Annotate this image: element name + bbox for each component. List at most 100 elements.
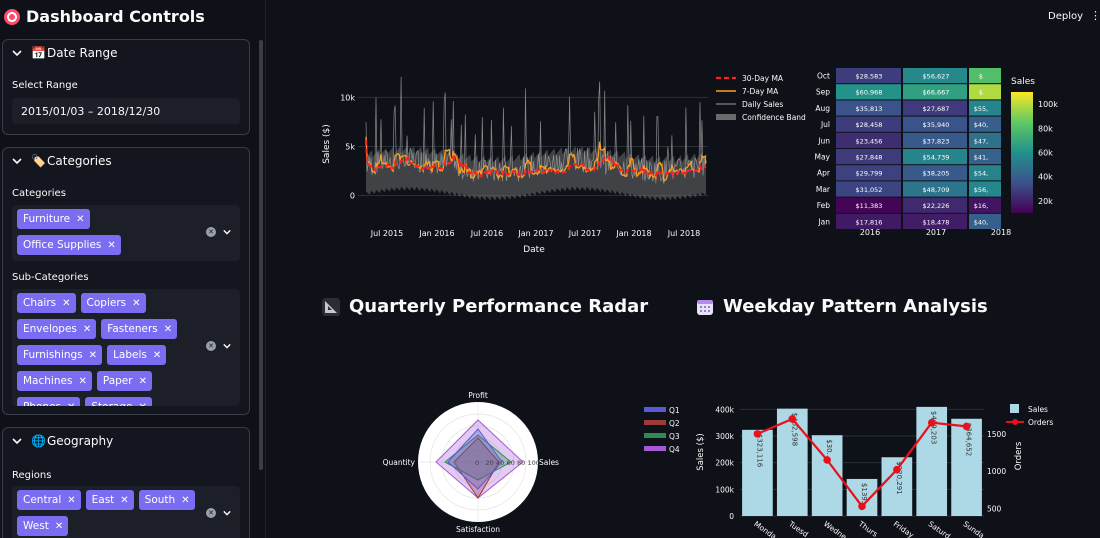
sales-bar bbox=[742, 429, 773, 516]
remove-chip-icon[interactable]: ✕ bbox=[88, 349, 98, 361]
heatmap-cell bbox=[969, 116, 1001, 132]
y-tick-label: 400k bbox=[715, 405, 734, 414]
main-menu-icon[interactable]: ⋮ bbox=[1090, 9, 1100, 22]
date-range-input[interactable]: 2015/01/03 – 2018/12/30 bbox=[12, 98, 240, 124]
heatmap-cell bbox=[836, 149, 901, 165]
heatmap-value-label: $31,052 bbox=[856, 186, 883, 194]
chip-labels[interactable]: Labels ✕ bbox=[107, 345, 167, 365]
clear-icon[interactable]: ✕ bbox=[206, 508, 216, 518]
chip-label: Furnishings bbox=[23, 349, 83, 361]
chip-copiers[interactable]: Copiers ✕ bbox=[80, 293, 146, 313]
y-tick-label: 0 bbox=[729, 512, 734, 521]
chip-central[interactable]: Central ✕ bbox=[17, 490, 81, 510]
heatmap-year-label: 2017 bbox=[926, 228, 946, 237]
heatmap-cell bbox=[836, 165, 901, 181]
legend-label: Daily Sales bbox=[742, 100, 783, 109]
categories-header[interactable]: 🏷️ Categories bbox=[3, 148, 249, 176]
heatmap-cell bbox=[969, 181, 1001, 197]
chip-label: Fasteners bbox=[107, 323, 158, 335]
radar-legend-swatch bbox=[644, 446, 666, 451]
deploy-button[interactable]: Deploy bbox=[1048, 11, 1084, 22]
chevron-down-icon bbox=[12, 158, 22, 165]
remove-chip-icon[interactable]: ✕ bbox=[132, 297, 141, 309]
heatmap-cell bbox=[903, 165, 967, 181]
target-icon bbox=[4, 9, 20, 25]
remove-chip-icon[interactable]: ✕ bbox=[163, 323, 173, 335]
chip-chairs[interactable]: Chairs ✕ bbox=[17, 293, 76, 313]
subcategories-multiselect[interactable]: Chairs ✕ Copiers ✕ Envelopes ✕ Fasteners ✕ Furni… bbox=[12, 289, 240, 406]
remove-chip-icon[interactable]: ✕ bbox=[152, 349, 162, 361]
remove-chip-icon[interactable]: ✕ bbox=[138, 375, 147, 387]
remove-chip-icon[interactable]: ✕ bbox=[78, 375, 87, 387]
chip-label: Storage bbox=[91, 401, 132, 406]
chip-storage[interactable]: Storage ✕ bbox=[85, 397, 152, 407]
clear-icon[interactable]: ✕ bbox=[206, 341, 216, 351]
remove-chip-icon[interactable]: ✕ bbox=[76, 213, 85, 225]
remove-chip-icon[interactable]: ✕ bbox=[62, 297, 71, 309]
categories-multiselect[interactable]: Furniture✕Office Supplies✕Technology✕ ✕ bbox=[12, 205, 240, 261]
x-axis-label: Date bbox=[523, 245, 545, 255]
heatmap-value-label: $56,627 bbox=[923, 73, 950, 81]
heatmap-cell bbox=[903, 84, 967, 100]
app-title: Dashboard Controls bbox=[26, 7, 205, 26]
geography-title: Geography bbox=[47, 434, 114, 448]
geography-header[interactable]: 🌐 Geography bbox=[3, 428, 249, 456]
sidebar-scrollbar[interactable] bbox=[259, 40, 263, 470]
radar-legend-label: Q2 bbox=[669, 419, 680, 428]
chip-phones[interactable]: Phones ✕ bbox=[17, 397, 81, 407]
heatmap-cell bbox=[903, 197, 967, 213]
chip-west[interactable]: West ✕ bbox=[17, 516, 69, 536]
categories-chips: Furniture✕Office Supplies✕Technology✕ bbox=[17, 209, 197, 261]
clear-icon[interactable]: ✕ bbox=[206, 227, 216, 237]
orders-point bbox=[893, 465, 901, 474]
heatmap-month-label: May bbox=[814, 153, 830, 162]
heatmap-value-label: $47, bbox=[974, 137, 988, 145]
chevron-down-icon[interactable] bbox=[223, 228, 231, 236]
heatmap-cell bbox=[969, 132, 1001, 148]
chip-office-supplies[interactable]: Office Supplies ✕ bbox=[17, 235, 121, 255]
heatmap-cell bbox=[836, 84, 901, 100]
remove-chip-icon[interactable]: ✕ bbox=[67, 494, 76, 506]
chip-paper[interactable]: Paper ✕ bbox=[96, 371, 152, 391]
regions-chips: Central ✕ East ✕ South ✕ West ✕ bbox=[17, 490, 197, 536]
quarterly-radar-chart: 0 20 40 60 80 100 Profit Sales Satisfaction Quant… bbox=[383, 391, 559, 534]
radar-axis-label: Quantity bbox=[383, 458, 416, 467]
heatmap-cell bbox=[969, 197, 1001, 213]
date-range-value: 2015/01/03 – 2018/12/30 bbox=[21, 105, 161, 118]
chip-furniture[interactable]: Furniture ✕ bbox=[17, 209, 90, 229]
x-tick-label: Jul 2016 bbox=[470, 229, 504, 238]
chip-machines[interactable]: Machines ✕ bbox=[17, 371, 92, 391]
chip-label: Machines bbox=[23, 375, 73, 387]
categories-expander: 🏷️ Categories Categories Furniture ✕ Offic… bbox=[2, 147, 250, 415]
chip-label: Office Supplies bbox=[23, 239, 102, 251]
chevron-down-icon[interactable] bbox=[223, 342, 231, 350]
remove-chip-icon[interactable]: ✕ bbox=[82, 323, 92, 335]
remove-chip-icon[interactable]: ✕ bbox=[138, 402, 146, 407]
remove-chip-icon[interactable]: ✕ bbox=[120, 494, 129, 506]
chevron-down-icon[interactable] bbox=[223, 509, 231, 517]
heatmap-cell bbox=[903, 116, 967, 132]
remove-chip-icon[interactable]: ✕ bbox=[181, 494, 190, 506]
heatmap-value-label: $54, bbox=[974, 170, 988, 178]
geography-expander: 🌐 Geography Regions Central ✕ East ✕ South ✕ W… bbox=[2, 427, 250, 538]
chip-east[interactable]: East ✕ bbox=[85, 490, 134, 510]
x-tick-label: Jul 2018 bbox=[667, 229, 701, 238]
remove-chip-icon[interactable]: ✕ bbox=[54, 520, 64, 532]
chip-fasteners[interactable]: Fasteners ✕ bbox=[101, 319, 178, 339]
remove-chip-icon[interactable]: ✕ bbox=[107, 239, 116, 251]
chip-envelopes[interactable]: Envelopes ✕ bbox=[17, 319, 97, 339]
date-range-header[interactable]: 📅 Date Range bbox=[3, 40, 249, 68]
regions-multiselect[interactable]: Central ✕ East ✕ South ✕ West ✕ ✕ bbox=[12, 486, 240, 538]
heatmap-value-label: $28,583 bbox=[856, 73, 883, 81]
heatmap-cell bbox=[836, 68, 901, 84]
radar-legend: Q1 Q2 Q3 Q4 bbox=[644, 406, 680, 454]
heatmap-month-label: Aug bbox=[815, 104, 830, 113]
chip-furnishings[interactable]: Furnishings ✕ bbox=[17, 345, 103, 365]
radar-radial-tick: 80 bbox=[517, 459, 525, 467]
weekday-sales-chart: 0 100k 200k 300k 400k 500 1000 1500 $323,116 Mond… bbox=[696, 404, 1053, 538]
sales-bar bbox=[951, 418, 982, 516]
chip-label: Copiers bbox=[86, 297, 127, 309]
chip-south[interactable]: South ✕ bbox=[138, 490, 195, 510]
remove-chip-icon[interactable]: ✕ bbox=[67, 402, 75, 407]
chip-label: Central bbox=[23, 494, 62, 506]
